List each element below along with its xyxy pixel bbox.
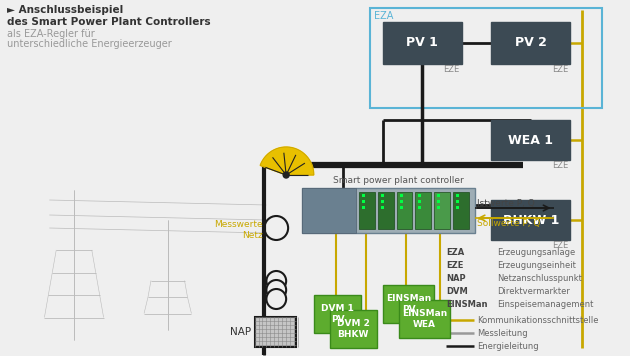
Bar (434, 192, 450, 229)
Text: Istwerte P, Q: Istwerte P, Q (477, 199, 534, 208)
Bar (491, 200, 570, 240)
Bar (415, 192, 431, 229)
Bar (453, 192, 469, 229)
Text: WEA 1: WEA 1 (508, 134, 553, 147)
Bar (399, 300, 450, 338)
Bar (399, 194, 403, 197)
Text: EZE: EZE (444, 65, 460, 74)
Text: ► Anschlussbeispiel: ► Anschlussbeispiel (7, 5, 123, 15)
Text: EZA: EZA (374, 11, 393, 21)
Bar (302, 188, 474, 233)
Bar (370, 8, 602, 108)
Text: Kommunikationsschnittstelle: Kommunikationsschnittstelle (478, 316, 599, 325)
Bar (437, 194, 440, 197)
Text: NAP: NAP (446, 274, 466, 283)
Text: EZA: EZA (446, 248, 464, 257)
Text: NAP: NAP (229, 327, 251, 337)
Bar (437, 206, 440, 209)
Bar (383, 22, 462, 64)
Text: EZE: EZE (446, 261, 464, 270)
Text: BHKW 1: BHKW 1 (503, 214, 559, 226)
Bar (437, 200, 440, 203)
Circle shape (266, 280, 286, 300)
Text: EINSMan
WEA: EINSMan WEA (402, 309, 447, 329)
Circle shape (284, 172, 289, 178)
Bar (491, 22, 570, 64)
Text: Einspeisemanagement: Einspeisemanagement (497, 300, 593, 309)
Text: EZE: EZE (552, 65, 568, 74)
Text: Erzeugungsanlage: Erzeugungsanlage (497, 248, 576, 257)
Circle shape (266, 289, 286, 309)
Text: EINSMan
PV: EINSMan PV (386, 294, 431, 314)
Text: EZE: EZE (552, 241, 568, 250)
Text: Energieleitung: Energieleitung (478, 342, 539, 351)
Bar (381, 200, 384, 203)
Bar (456, 206, 459, 209)
Text: unterschiedliche Energieerzeuger: unterschiedliche Energieerzeuger (7, 39, 171, 49)
Bar (456, 194, 459, 197)
Bar (255, 317, 296, 347)
Bar (378, 192, 394, 229)
Bar (381, 194, 384, 197)
Bar (362, 206, 365, 209)
Bar (381, 206, 384, 209)
Text: DVM 2
BHKW: DVM 2 BHKW (337, 319, 370, 339)
Text: Smart power plant controller: Smart power plant controller (333, 176, 464, 185)
Bar (383, 285, 434, 323)
Text: des Smart Power Plant Controllers: des Smart Power Plant Controllers (7, 17, 210, 27)
Bar (491, 120, 570, 160)
Bar (399, 200, 403, 203)
Bar (329, 310, 377, 348)
Text: Messwerte
Netz: Messwerte Netz (214, 220, 263, 240)
Text: Erzeugungseinheit: Erzeugungseinheit (497, 261, 576, 270)
Text: als EZA-Regler für: als EZA-Regler für (7, 29, 94, 39)
Bar (418, 206, 421, 209)
Bar (456, 200, 459, 203)
Text: Netzanschlusspunkt: Netzanschlusspunkt (497, 274, 582, 283)
Bar (418, 200, 421, 203)
Bar (314, 295, 361, 333)
Bar (397, 192, 413, 229)
Text: DVM 1
PV: DVM 1 PV (321, 304, 354, 324)
Polygon shape (260, 147, 314, 175)
Text: Messleitung: Messleitung (478, 329, 528, 338)
Bar (399, 206, 403, 209)
Bar (359, 192, 375, 229)
Bar (362, 200, 365, 203)
Bar (362, 194, 365, 197)
Bar (418, 194, 421, 197)
Text: EZE: EZE (552, 161, 568, 170)
Text: Direktvermarkter: Direktvermarkter (497, 287, 570, 296)
Text: PV 1: PV 1 (406, 37, 438, 49)
Text: PV 2: PV 2 (515, 37, 547, 49)
Text: Sollwerte P, Q: Sollwerte P, Q (477, 219, 540, 228)
Text: EINSMan: EINSMan (446, 300, 488, 309)
Bar (302, 188, 356, 233)
Circle shape (266, 271, 286, 291)
Text: DVM: DVM (446, 287, 467, 296)
